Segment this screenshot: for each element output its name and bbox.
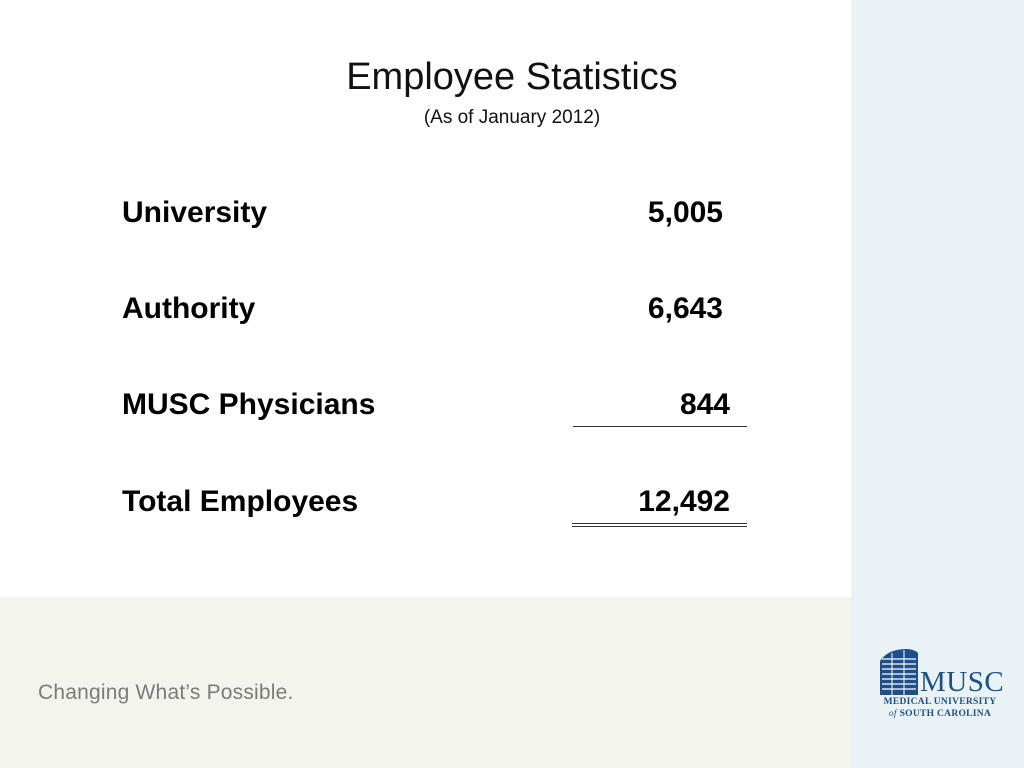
footer-tagline: Changing What’s Possible. bbox=[38, 681, 294, 704]
stat-label: MUSC Physicians bbox=[122, 388, 376, 421]
logo-line2-of: of bbox=[888, 709, 897, 719]
logo-line2: of SOUTH CAROLINA bbox=[878, 708, 1002, 720]
stat-value: 844 bbox=[679, 388, 730, 421]
slide-title: Employee Statistics bbox=[346, 56, 678, 98]
stat-value: 5,005 bbox=[647, 196, 723, 229]
stat-row-musc-physicians: MUSC Physicians 844 bbox=[122, 385, 747, 425]
stat-label: University bbox=[122, 196, 268, 229]
logo-wordmark: MUSC bbox=[920, 666, 1005, 698]
total-double-rule bbox=[572, 523, 747, 527]
stat-value: 6,643 bbox=[647, 292, 723, 325]
logo-line1: MEDICAL UNIVERSITY bbox=[883, 697, 997, 707]
stat-label: Authority bbox=[122, 292, 256, 325]
side-panel bbox=[851, 0, 1024, 768]
building-logo-icon bbox=[880, 649, 918, 695]
stat-row-university: University 5,005 bbox=[122, 193, 747, 233]
logo-line2-rest: SOUTH CAROLINA bbox=[899, 709, 992, 719]
stat-value: 12,492 bbox=[638, 485, 730, 518]
stat-row-authority: Authority 6,643 bbox=[122, 289, 747, 329]
footer-band bbox=[0, 597, 851, 768]
slide-subtitle: (As of January 2012) bbox=[423, 107, 601, 128]
musc-logo: MUSC MEDICAL UNIVERSITY of SOUTH CAROLIN… bbox=[878, 645, 1005, 725]
stat-label: Total Employees bbox=[122, 485, 359, 518]
subtotal-rule bbox=[573, 426, 747, 427]
stat-row-total-employees: Total Employees 12,492 bbox=[122, 482, 747, 522]
